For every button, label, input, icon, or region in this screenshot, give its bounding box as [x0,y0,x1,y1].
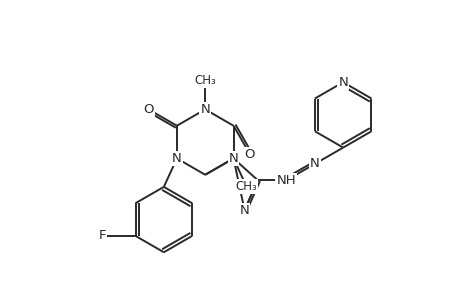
Text: N: N [309,158,319,170]
Text: N: N [228,152,238,165]
Text: CH₃: CH₃ [194,74,216,87]
Text: CH₃: CH₃ [235,180,257,193]
Text: F: F [98,230,106,242]
Text: O: O [143,103,153,116]
Text: N: N [200,103,210,116]
Text: O: O [244,148,255,161]
Text: N: N [337,76,347,89]
Text: NH: NH [276,174,296,187]
Text: N: N [172,152,181,165]
Text: N: N [239,204,249,217]
